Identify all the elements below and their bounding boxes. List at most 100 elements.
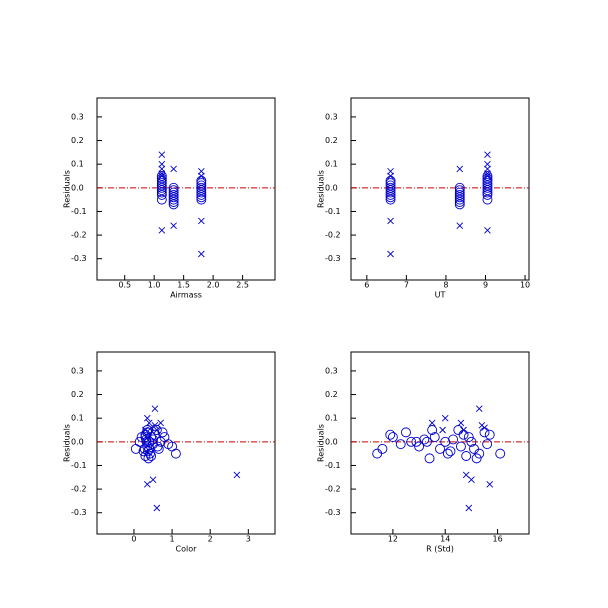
cross-point — [143, 481, 151, 488]
x-tick-label: 1 — [170, 535, 175, 544]
circle-point — [411, 436, 422, 447]
plot-frame — [350, 351, 530, 535]
cross-point — [233, 471, 241, 479]
circle-point — [156, 189, 167, 200]
circle-point — [385, 182, 396, 193]
circle-point — [395, 439, 406, 450]
cross-point — [484, 170, 491, 177]
x-axis-label: Airmass — [170, 291, 202, 300]
circle-point — [482, 185, 493, 196]
cross-point — [484, 151, 491, 159]
circle-point — [455, 441, 466, 452]
cross-point — [158, 170, 166, 177]
cross-point — [198, 172, 205, 180]
y-tick-label: 0.1 — [325, 160, 338, 169]
circle-point — [377, 443, 388, 454]
cross-point — [158, 151, 166, 159]
y-tick-label: 0.3 — [71, 366, 84, 375]
circle-point — [196, 185, 207, 196]
cross-point — [149, 476, 157, 483]
circle-point — [157, 427, 168, 438]
cross-point — [387, 250, 394, 258]
circle-point — [385, 180, 396, 191]
y-tick-label: 0.2 — [325, 136, 338, 145]
x-tick-label: 12 — [388, 535, 398, 544]
cross-point — [157, 419, 164, 427]
y-axis-label: Residuals — [317, 170, 326, 208]
y-tick-label: 0.3 — [325, 366, 338, 375]
circle-point — [156, 194, 167, 205]
circle-point — [484, 429, 495, 440]
circle-point — [454, 182, 465, 193]
x-tick-label: 0 — [131, 535, 136, 544]
circle-point — [142, 441, 153, 452]
x-tick-label: 7 — [404, 281, 409, 290]
circle-point — [482, 439, 493, 450]
circle-point — [414, 441, 425, 452]
circle-point — [387, 432, 398, 443]
circle-point — [385, 189, 396, 200]
circle-point — [495, 448, 506, 459]
x-tick-label: 1.0 — [148, 281, 161, 290]
circle-point — [196, 180, 207, 191]
circle-point — [141, 436, 152, 447]
circle-point — [196, 182, 207, 193]
circle-point — [151, 425, 162, 435]
circle-point — [168, 182, 179, 193]
circle-point — [454, 194, 465, 205]
cross-point — [457, 419, 465, 427]
x-tick-label: 14 — [440, 535, 450, 544]
x-axis-label: UT — [435, 291, 446, 300]
cross-point — [387, 167, 394, 175]
circle-point — [385, 178, 396, 189]
y-tick-label: -0.2 — [325, 231, 341, 240]
x-tick-label: 8 — [443, 281, 448, 290]
x-tick-label: 16 — [492, 535, 502, 544]
circle-point — [139, 443, 150, 454]
y-tick-label: 0.3 — [325, 112, 338, 121]
circle-point — [156, 178, 167, 189]
cross-point — [475, 405, 483, 413]
x-axis-label: R (Std) — [426, 545, 454, 554]
y-tick-label: -0.3 — [325, 508, 341, 517]
circle-point — [471, 453, 482, 464]
circle-point — [168, 199, 179, 210]
y-tick-label: 0.2 — [71, 390, 84, 399]
cross-point — [153, 504, 161, 512]
circle-point — [448, 434, 459, 445]
plot-frame — [96, 97, 276, 281]
circle-point — [482, 194, 493, 205]
y-tick-label: -0.3 — [71, 508, 87, 517]
circle-point — [149, 429, 160, 440]
cross-point — [158, 160, 166, 168]
circle-point — [466, 436, 477, 447]
circle-point — [454, 189, 465, 200]
circle-point — [168, 189, 179, 200]
circle-point — [168, 192, 179, 203]
circle-point — [454, 187, 465, 198]
cross-point — [142, 426, 149, 434]
circle-point — [406, 436, 417, 447]
y-tick-label: 0.0 — [71, 183, 84, 192]
circle-point — [140, 432, 151, 443]
circle-point — [142, 425, 153, 435]
x-tick-label: 3 — [246, 535, 251, 544]
circle-point — [454, 199, 465, 210]
cross-point — [143, 414, 151, 422]
circle-point — [156, 171, 167, 181]
circle-point — [427, 425, 438, 435]
circle-point — [143, 453, 154, 464]
cross-point — [153, 426, 161, 434]
circle-point — [482, 187, 493, 198]
circle-point — [424, 453, 435, 464]
circle-point — [156, 187, 167, 198]
circle-point — [385, 185, 396, 196]
cross-point — [151, 405, 159, 413]
circle-point — [168, 194, 179, 205]
y-tick-label: -0.3 — [71, 254, 87, 263]
cross-point — [468, 476, 475, 483]
circle-point — [401, 427, 411, 438]
circle-point — [196, 192, 207, 203]
circle-point — [482, 180, 493, 191]
cross-point — [441, 414, 449, 422]
